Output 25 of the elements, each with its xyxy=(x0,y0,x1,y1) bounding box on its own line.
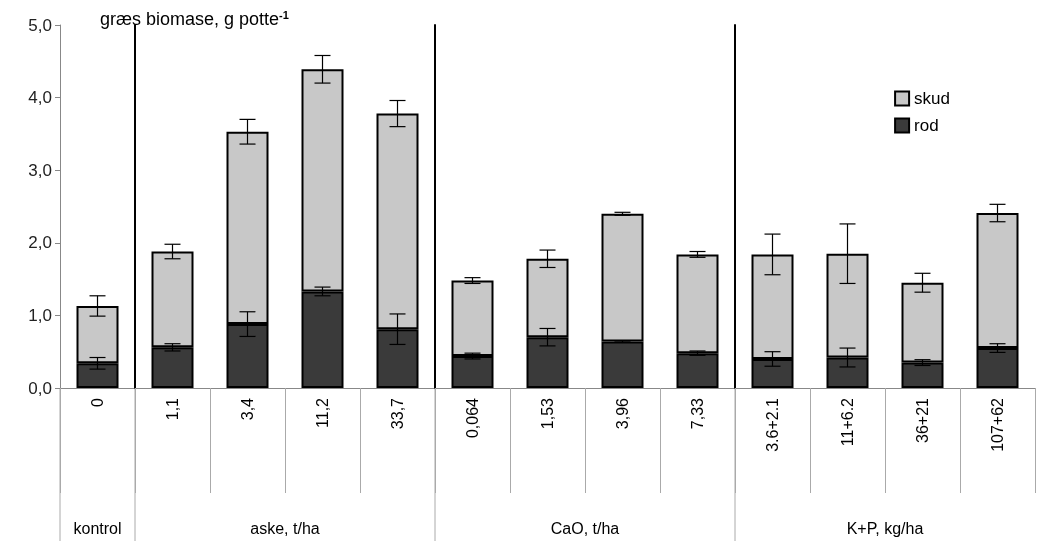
legend-label: skud xyxy=(914,89,951,108)
x-tick-label: 33,7 xyxy=(389,397,406,430)
legend-label: rod xyxy=(914,116,939,135)
x-tick-label: 11+6.2 xyxy=(839,397,856,447)
y-tick-label: 1,0 xyxy=(28,305,52,325)
x-tick-label: 3,96 xyxy=(614,397,631,430)
x-tick-label: 36+21 xyxy=(914,397,931,443)
x-tick-label: 107+62 xyxy=(989,397,1006,452)
x-axis-title: K+P, kg/ha xyxy=(846,519,924,537)
x-tick-label: 0 xyxy=(89,397,106,407)
x-tick-label: 7,33 xyxy=(689,397,706,430)
y-tick-label: 3,0 xyxy=(28,160,52,180)
y-tick-label: 2,0 xyxy=(28,233,52,253)
x-tick-label: 11,2 xyxy=(314,397,331,428)
x-tick-label: 0,064 xyxy=(464,397,481,439)
x-tick-label: 3.6+2.1 xyxy=(764,397,781,452)
x-axis-title: kontrol xyxy=(73,519,122,537)
x-axis-title: CaO, t/ha xyxy=(550,519,620,537)
x-tick-label: 1,53 xyxy=(539,397,556,430)
x-tick-label: 1,1 xyxy=(164,397,181,421)
x-axis-title: aske, t/ha xyxy=(250,519,320,537)
y-tick-label: 0,0 xyxy=(28,378,52,398)
y-tick-label: 4,0 xyxy=(28,88,52,108)
y-tick-label: 5,0 xyxy=(28,15,52,35)
x-tick-label: 3,4 xyxy=(239,397,256,421)
